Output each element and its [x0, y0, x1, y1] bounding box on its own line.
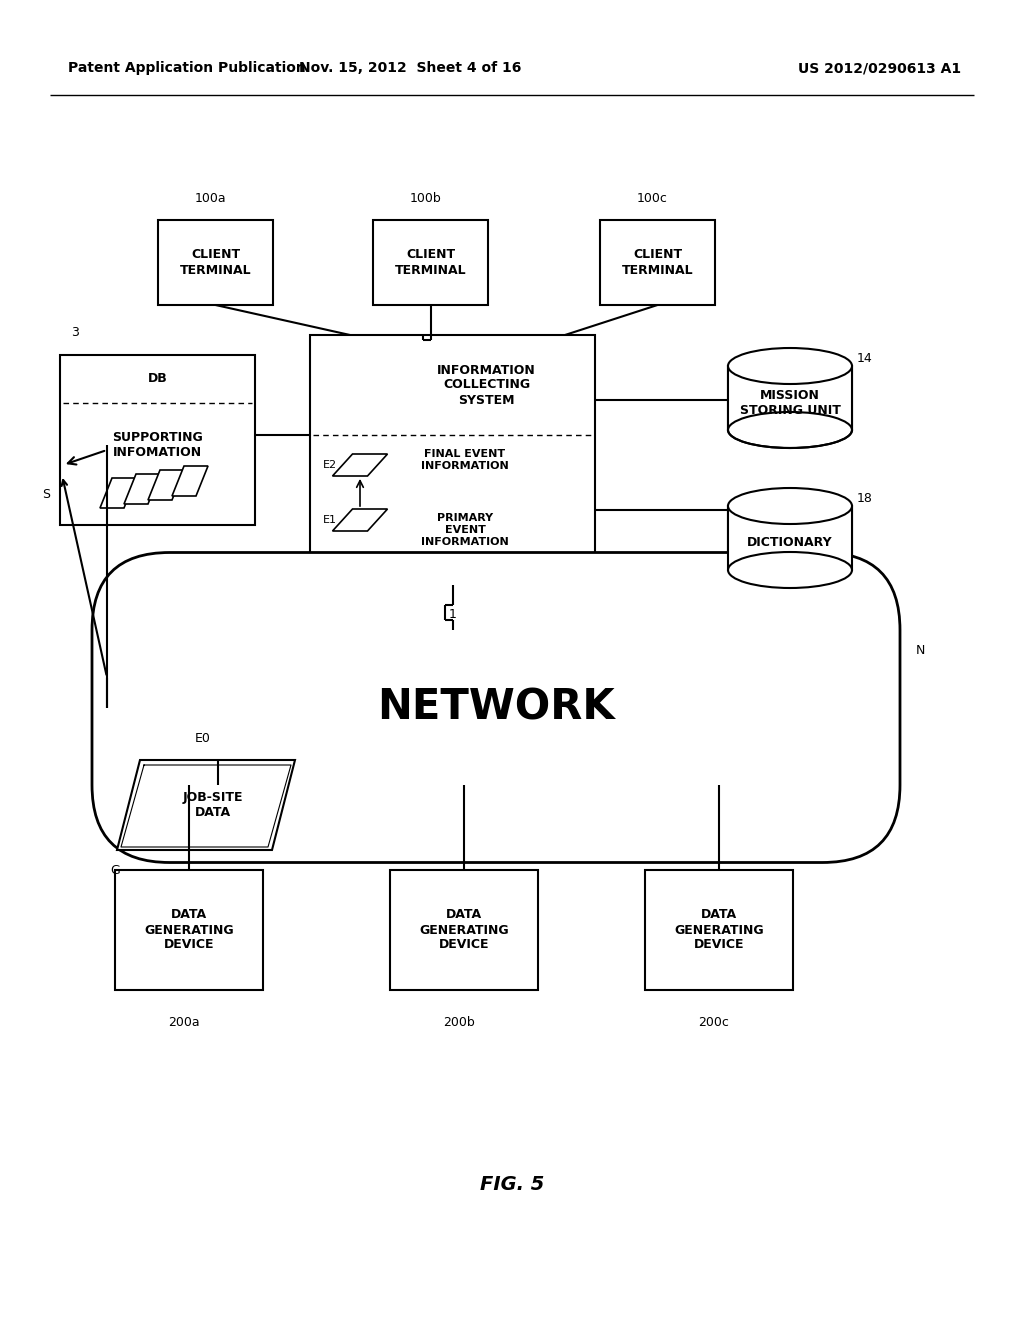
Text: MISSION
STORING UNIT: MISSION STORING UNIT [739, 389, 841, 417]
Ellipse shape [728, 488, 852, 524]
Text: E1: E1 [323, 515, 337, 525]
Text: G: G [111, 863, 120, 876]
Text: US 2012/0290613 A1: US 2012/0290613 A1 [799, 61, 962, 75]
Text: DATA
GENERATING
DEVICE: DATA GENERATING DEVICE [419, 908, 509, 952]
Text: CLIENT
TERMINAL: CLIENT TERMINAL [394, 248, 466, 276]
Polygon shape [172, 466, 208, 496]
Text: FIG. 5: FIG. 5 [480, 1176, 544, 1195]
FancyBboxPatch shape [600, 220, 715, 305]
FancyBboxPatch shape [645, 870, 793, 990]
FancyBboxPatch shape [390, 870, 538, 990]
Text: FINAL EVENT
INFORMATION: FINAL EVENT INFORMATION [421, 449, 509, 471]
Text: Nov. 15, 2012  Sheet 4 of 16: Nov. 15, 2012 Sheet 4 of 16 [299, 61, 521, 75]
Ellipse shape [728, 348, 852, 384]
Text: DB: DB [147, 372, 167, 385]
FancyBboxPatch shape [373, 220, 488, 305]
Text: 3: 3 [71, 326, 79, 339]
Text: JOB-SITE
DATA: JOB-SITE DATA [182, 791, 243, 818]
Text: Patent Application Publication: Patent Application Publication [68, 61, 306, 75]
Text: S: S [42, 488, 50, 502]
Text: CLIENT
TERMINAL: CLIENT TERMINAL [622, 248, 693, 276]
Text: DATA
GENERATING
DEVICE: DATA GENERATING DEVICE [144, 908, 233, 952]
Polygon shape [728, 366, 852, 430]
Text: 1: 1 [449, 609, 457, 622]
Text: SUPPORTING
INFOMATION: SUPPORTING INFOMATION [112, 432, 203, 459]
Text: NETWORK: NETWORK [377, 686, 614, 729]
FancyBboxPatch shape [310, 335, 595, 585]
Text: 18: 18 [857, 491, 872, 504]
Ellipse shape [728, 552, 852, 587]
FancyBboxPatch shape [158, 220, 273, 305]
Polygon shape [728, 506, 852, 570]
Polygon shape [333, 510, 387, 531]
FancyBboxPatch shape [92, 553, 900, 862]
Text: 14: 14 [857, 351, 872, 364]
Ellipse shape [728, 412, 852, 447]
FancyBboxPatch shape [60, 355, 255, 525]
Polygon shape [100, 478, 136, 508]
Text: 200c: 200c [698, 1015, 729, 1028]
Polygon shape [117, 760, 295, 850]
Polygon shape [124, 474, 160, 504]
Polygon shape [148, 470, 184, 500]
Text: N: N [915, 644, 925, 656]
Text: E2: E2 [323, 459, 337, 470]
Text: CLIENT
TERMINAL: CLIENT TERMINAL [179, 248, 251, 276]
Text: DATA
GENERATING
DEVICE: DATA GENERATING DEVICE [674, 908, 764, 952]
Text: 200a: 200a [168, 1015, 200, 1028]
Text: 200b: 200b [443, 1015, 475, 1028]
Text: E0: E0 [195, 731, 211, 744]
Text: PRIMARY
EVENT
INFORMATION: PRIMARY EVENT INFORMATION [421, 513, 509, 546]
Text: 100b: 100b [410, 191, 441, 205]
Polygon shape [333, 454, 387, 477]
FancyBboxPatch shape [115, 870, 263, 990]
Text: INFORMATION
COLLECTING
SYSTEM: INFORMATION COLLECTING SYSTEM [437, 363, 537, 407]
Text: 100a: 100a [195, 191, 226, 205]
Text: DICTIONARY: DICTIONARY [748, 536, 833, 549]
Text: 100c: 100c [637, 191, 668, 205]
